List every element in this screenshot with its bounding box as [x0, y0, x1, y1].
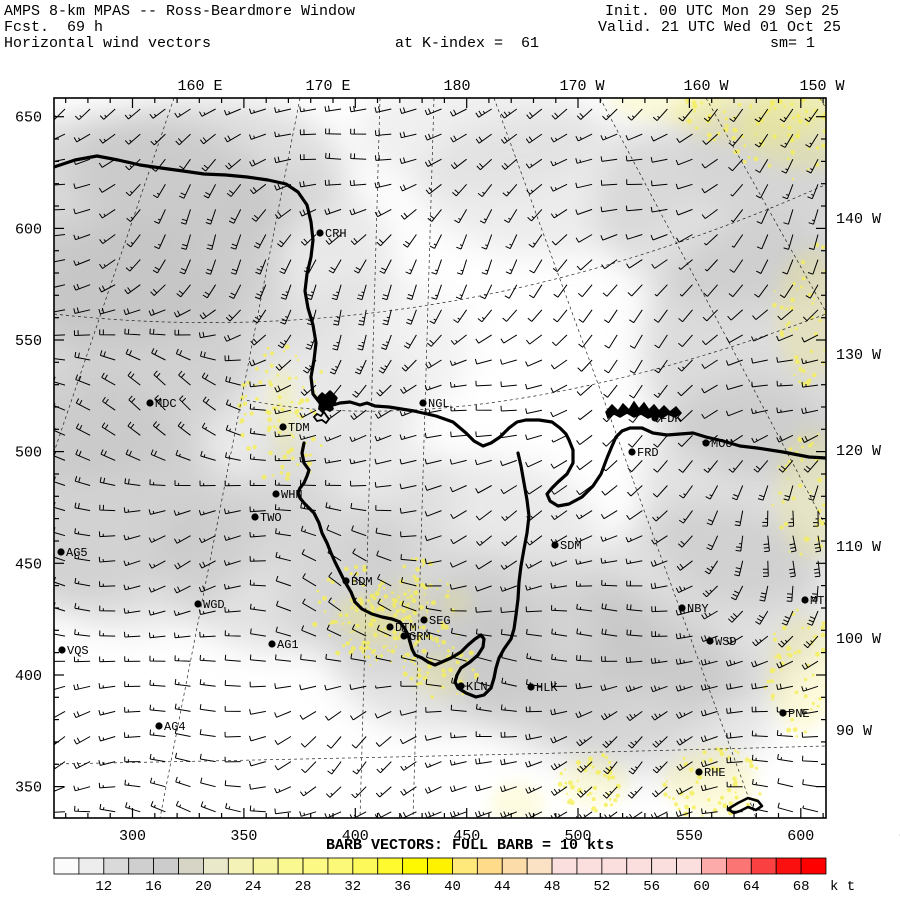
- svg-text:k t: k t: [830, 879, 855, 895]
- svg-text:44: 44: [494, 879, 511, 895]
- svg-text:16: 16: [145, 879, 162, 895]
- svg-text:36: 36: [394, 879, 411, 895]
- svg-text:32: 32: [344, 879, 361, 895]
- svg-text:60: 60: [693, 879, 710, 895]
- svg-text:24: 24: [245, 879, 262, 895]
- svg-text:40: 40: [444, 879, 461, 895]
- svg-text:52: 52: [593, 879, 610, 895]
- svg-text:BARB VECTORS: FULL BARB = 10: BARB VECTORS: FULL BARB = 10 kts: [326, 837, 614, 854]
- svg-text:12: 12: [95, 879, 112, 895]
- svg-text:48: 48: [544, 879, 561, 895]
- svg-text:68: 68: [793, 879, 810, 895]
- svg-text:64: 64: [743, 879, 760, 895]
- svg-text:28: 28: [295, 879, 312, 895]
- svg-text:20: 20: [195, 879, 212, 895]
- svg-text:56: 56: [643, 879, 660, 895]
